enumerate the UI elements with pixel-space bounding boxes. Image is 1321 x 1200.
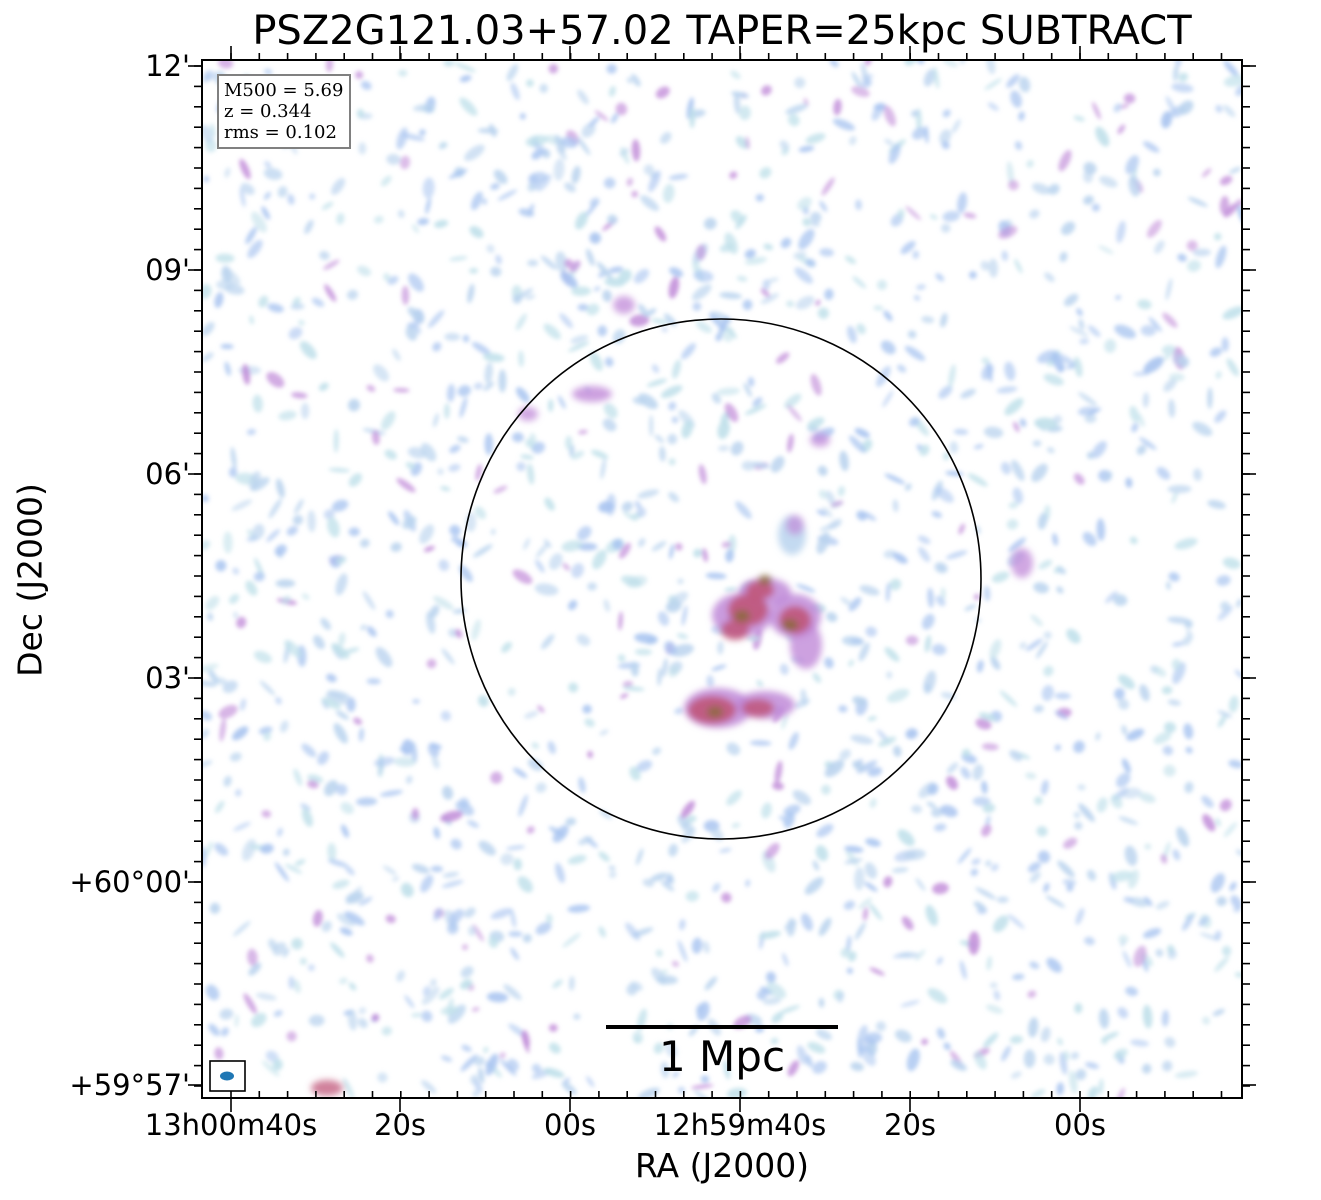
y-tick-label: +60°00' xyxy=(69,865,190,899)
noise-emission-layer xyxy=(202,60,1242,1098)
x-tick-label: 20s xyxy=(373,1108,427,1142)
y-tick-label: 09' xyxy=(145,253,190,287)
axis-ticks xyxy=(188,46,1256,1112)
scale-bar-label: 1 Mpc xyxy=(658,1032,786,1081)
y-tick-label: 12' xyxy=(145,49,190,83)
x-tick-label: 00s xyxy=(1053,1108,1107,1142)
r500-circle xyxy=(460,318,982,840)
info-rms: rms = 0.102 xyxy=(224,122,337,143)
plot-frame xyxy=(201,59,1243,1099)
radio-source-emission xyxy=(311,296,1033,1096)
plot-title: PSZ2G121.03+57.02 TAPER=25kpc SUBTRACT xyxy=(252,8,1192,54)
cluster-info-box: M500 = 5.69 z = 0.344 rms = 0.102 xyxy=(217,74,352,149)
y-tick-label: +59°57' xyxy=(69,1068,190,1102)
beam-ellipse xyxy=(220,1071,234,1081)
x-tick-label: 00s xyxy=(543,1108,597,1142)
info-redshift: z = 0.344 xyxy=(224,101,312,122)
x-tick-label: 12h59m40s xyxy=(653,1108,827,1142)
y-tick-label: 03' xyxy=(145,661,190,695)
y-tick-label: 06' xyxy=(145,457,190,491)
y-axis-title: Dec (J2000) xyxy=(10,483,50,677)
info-mass: M500 = 5.69 xyxy=(224,80,344,101)
x-tick-label: 20s xyxy=(883,1108,937,1142)
x-tick-label: 13h00m40s xyxy=(144,1108,318,1142)
x-axis-title: RA (J2000) xyxy=(634,1146,810,1185)
